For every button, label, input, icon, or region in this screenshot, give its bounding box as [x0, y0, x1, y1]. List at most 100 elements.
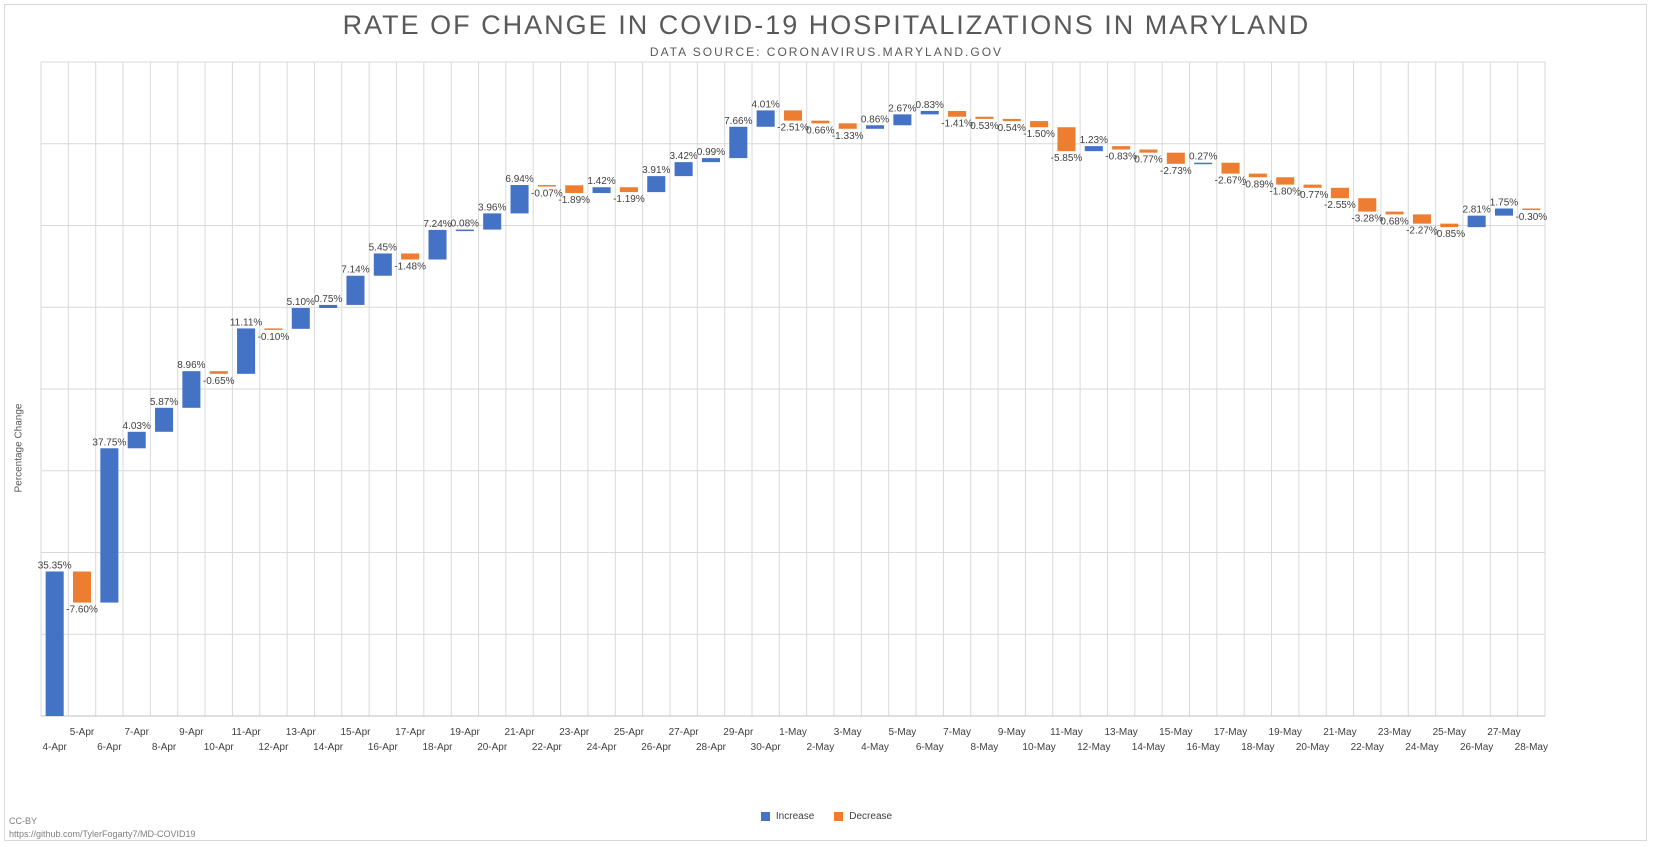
data-label-16-Apr: 5.45%: [369, 242, 397, 253]
license-text: CC-BY: [9, 816, 38, 826]
x-tick-27-May: 27-May: [1487, 727, 1520, 738]
data-label-23-Apr: -1.89%: [558, 195, 590, 206]
legend-item-decrease: Decrease: [834, 811, 892, 822]
x-tick-6-Apr: 6-Apr: [97, 742, 122, 753]
chart-frame: [4, 4, 1647, 841]
bar-17-May: [1221, 162, 1240, 174]
legend-label-decrease: Decrease: [849, 811, 893, 822]
bar-8-Apr: [155, 407, 174, 432]
data-label-27-May: 1.75%: [1490, 197, 1518, 208]
data-label-11-May: -5.85%: [1051, 153, 1083, 164]
x-tick-19-Apr: 19-Apr: [450, 727, 481, 738]
bar-12-May: [1084, 146, 1103, 152]
x-tick-2-May: 2-May: [806, 742, 834, 753]
bar-22-May: [1358, 198, 1377, 212]
bar-20-May: [1303, 184, 1322, 188]
data-label-5-May: 2.67%: [888, 103, 916, 114]
data-label-5-Apr: -7.60%: [66, 605, 98, 616]
bar-13-Apr: [291, 307, 310, 329]
data-label-23-May: 0.68%: [1380, 216, 1408, 227]
bar-26-May: [1467, 215, 1486, 228]
legend-item-increase: Increase: [760, 811, 815, 822]
bar-21-Apr: [510, 185, 529, 214]
bar-11-May: [1057, 127, 1076, 152]
bar-9-Apr: [182, 371, 201, 408]
bar-15-May: [1166, 152, 1185, 164]
data-label-24-Apr: 1.42%: [587, 176, 615, 187]
data-label-9-Apr: 8.96%: [177, 360, 205, 371]
data-label-6-May: 0.83%: [916, 100, 944, 111]
x-tick-21-May: 21-May: [1323, 727, 1356, 738]
bar-10-Apr: [209, 371, 228, 374]
x-tick-9-Apr: 9-Apr: [179, 727, 204, 738]
bar-22-Apr: [537, 185, 556, 187]
data-label-4-Apr: 35.35%: [38, 561, 72, 572]
legend-label-increase: Increase: [775, 811, 815, 822]
bar-9-May: [1002, 118, 1021, 122]
x-tick-7-May: 7-May: [943, 727, 971, 738]
bar-25-Apr: [619, 187, 638, 193]
bar-19-May: [1276, 177, 1295, 185]
chart-title: RATE OF CHANGE IN COVID-19 HOSPITALIZATI…: [342, 10, 1311, 40]
bar-5-May: [893, 114, 912, 126]
x-tick-26-May: 26-May: [1460, 742, 1493, 753]
data-label-8-Apr: 5.87%: [150, 397, 178, 408]
bar-15-Apr: [346, 275, 365, 305]
bar-13-May: [1112, 146, 1131, 150]
x-tick-19-May: 19-May: [1269, 727, 1302, 738]
data-label-25-Apr: -1.19%: [613, 194, 645, 205]
bar-27-Apr: [674, 162, 693, 177]
x-tick-14-May: 14-May: [1132, 742, 1165, 753]
data-label-6-Apr: 37.75%: [92, 437, 126, 448]
gridlines: [40, 61, 1546, 717]
data-label-20-Apr: 3.96%: [478, 202, 506, 213]
data-label-4-May: 0.86%: [861, 114, 889, 125]
data-label-26-May: 2.81%: [1462, 205, 1490, 216]
bar-14-May: [1139, 149, 1158, 153]
bar-6-Apr: [100, 448, 119, 603]
bar-17-Apr: [401, 253, 420, 260]
data-label-11-Apr: 11.11%: [230, 317, 263, 328]
data-label-15-Apr: 7.14%: [341, 265, 369, 276]
bar-1-May: [783, 110, 803, 121]
x-tick-10-May: 10-May: [1022, 742, 1055, 753]
x-tick-11-Apr: 11-Apr: [231, 727, 261, 738]
x-tick-24-May: 24-May: [1405, 742, 1438, 753]
data-label-28-May: -0.30%: [1515, 212, 1547, 223]
x-tick-13-May: 13-May: [1104, 727, 1137, 738]
x-tick-1-May: 1-May: [779, 727, 807, 738]
x-tick-12-Apr: 12-Apr: [258, 742, 289, 753]
x-tick-24-Apr: 24-Apr: [587, 742, 618, 753]
bar-21-May: [1330, 187, 1349, 199]
bar-5-Apr: [72, 571, 92, 603]
chart-subtitle: DATA SOURCE: CORONAVIRUS.MARYLAND.GOV: [649, 45, 1004, 59]
x-tick-27-Apr: 27-Apr: [669, 727, 700, 738]
data-label-1-May: -2.51%: [777, 123, 809, 134]
data-label-16-May: 0.27%: [1189, 152, 1217, 163]
data-label-26-Apr: 3.91%: [642, 165, 670, 176]
x-tick-8-Apr: 8-Apr: [152, 742, 177, 753]
x-tick-4-Apr: 4-Apr: [42, 742, 67, 753]
bar-8-May: [975, 116, 994, 119]
data-label-9-May: 0.54%: [998, 123, 1026, 134]
data-label-17-May: -2.67%: [1215, 176, 1247, 187]
data-label-18-May: -0.89%: [1242, 179, 1274, 190]
bar-23-Apr: [565, 185, 584, 194]
data-label-14-May: 0.77%: [1134, 155, 1162, 166]
x-tick-14-Apr: 14-Apr: [313, 742, 344, 753]
data-label-25-May: -0.85%: [1433, 229, 1465, 240]
bar-7-Apr: [127, 431, 146, 449]
x-tick-18-Apr: 18-Apr: [423, 742, 454, 753]
data-label-17-Apr: -1.48%: [394, 262, 426, 273]
x-tick-26-Apr: 26-Apr: [641, 742, 672, 753]
repo-link[interactable]: https://github.com/TylerFogarty7/MD-COVI…: [9, 829, 196, 839]
x-tick-11-May: 11-May: [1050, 727, 1083, 738]
x-tick-20-May: 20-May: [1296, 742, 1329, 753]
data-label-12-May: 1.23%: [1080, 135, 1108, 146]
bar-24-Apr: [592, 187, 611, 194]
x-tick-20-Apr: 20-Apr: [477, 742, 508, 753]
data-label-3-May: -1.33%: [832, 131, 864, 142]
data-label-7-Apr: 4.03%: [123, 421, 151, 432]
bars: [45, 110, 1541, 716]
bar-25-May: [1440, 223, 1459, 228]
